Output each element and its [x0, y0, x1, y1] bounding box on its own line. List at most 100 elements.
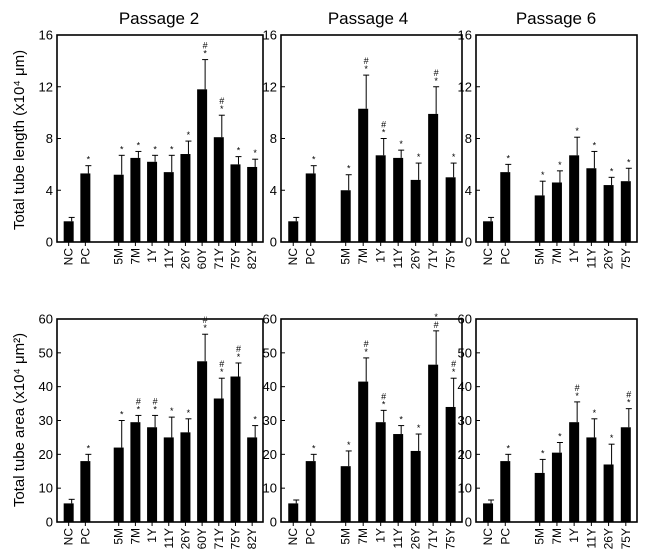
y-tick-label: 0 — [270, 515, 277, 530]
x-tick-label: 26Y — [409, 248, 423, 269]
bar — [445, 406, 456, 522]
x-tick-label: NC — [286, 248, 300, 266]
hash-marker: # — [203, 315, 208, 325]
bar — [500, 461, 511, 522]
x-tick-label: 60Y — [195, 248, 209, 269]
asterisk-marker: * — [417, 423, 421, 433]
x-tick-label: 60Y — [195, 528, 209, 549]
asterisk-marker: * — [347, 440, 351, 450]
bar — [428, 364, 439, 522]
x-tick-label: PC — [304, 528, 318, 545]
bar — [358, 108, 369, 243]
x-tick-label: 5M — [112, 528, 126, 545]
bar — [620, 427, 631, 522]
y-tick-label: 4 — [465, 183, 472, 198]
bar — [483, 503, 494, 522]
x-tick-label: NC — [62, 248, 76, 266]
x-tick-label: 26Y — [602, 528, 616, 549]
x-tick-label: 7M — [550, 528, 564, 545]
y-tick-label: 0 — [270, 235, 277, 250]
asterisk-marker: * — [593, 408, 597, 418]
x-tick-label: 1Y — [145, 528, 159, 543]
bar — [63, 503, 74, 522]
asterisk-marker: * — [203, 323, 207, 333]
bar — [569, 155, 580, 242]
bar — [80, 461, 91, 522]
asterisk-marker: * — [364, 64, 368, 74]
x-tick-label: 1Y — [567, 248, 581, 263]
x-tick-label: 71Y — [212, 248, 226, 269]
bar — [147, 161, 158, 242]
asterisk-marker: * — [558, 160, 562, 170]
y-tick-label: 30 — [263, 413, 277, 428]
asterisk-marker: * — [253, 415, 257, 425]
bar — [445, 177, 456, 242]
x-tick-label: 71Y — [426, 248, 440, 269]
bar — [410, 179, 421, 242]
asterisk-marker: * — [399, 139, 403, 149]
y-tick-label: 0 — [46, 235, 53, 250]
asterisk-marker: * — [187, 408, 191, 418]
x-tick-label: 5M — [533, 248, 547, 265]
y-tick-label: 30 — [39, 413, 53, 428]
y-tick-label: 60 — [39, 312, 53, 327]
hash-marker: # — [203, 41, 208, 51]
asterisk-marker: * — [434, 76, 438, 86]
column-title-passage-6: Passage 6 — [516, 9, 596, 28]
asterisk-marker: * — [153, 144, 157, 154]
asterisk-marker: * — [170, 144, 174, 154]
asterisk-marker: * — [575, 391, 579, 401]
x-tick-label: 75Y — [619, 248, 633, 269]
y-tick-label: 16 — [263, 28, 277, 43]
hash-marker: # — [451, 359, 456, 369]
x-tick-label: 71Y — [426, 528, 440, 549]
bar — [569, 422, 580, 522]
x-tick-label: 26Y — [178, 248, 192, 269]
bar — [197, 361, 208, 522]
bar — [428, 113, 439, 242]
asterisk-marker: * — [312, 155, 316, 165]
x-tick-label: PC — [78, 248, 92, 265]
bar — [603, 185, 614, 242]
x-tick-label: 71Y — [212, 528, 226, 549]
asterisk-marker: * — [87, 443, 91, 453]
x-tick-label: 11Y — [584, 248, 598, 268]
y-tick-label: 50 — [458, 345, 472, 360]
bar — [288, 503, 299, 522]
y-tick-label: 10 — [458, 481, 472, 496]
asterisk-marker: * — [382, 128, 386, 138]
chart-panel-3: 0 4 8 12 16 NC PC * 5M * 7M * 1Y * 11Y * 26Y * 75Y * — [458, 28, 638, 269]
bar — [180, 432, 191, 522]
bar — [113, 174, 124, 242]
asterisk-marker: * — [382, 399, 386, 409]
bar — [534, 195, 545, 242]
x-tick-label: 26Y — [602, 248, 616, 269]
y-tick-label: 8 — [46, 131, 53, 146]
asterisk-marker: * — [593, 140, 597, 150]
x-tick-label: 26Y — [409, 528, 423, 549]
y-tick-label: 12 — [458, 79, 472, 94]
y-tick-label: 60 — [263, 312, 277, 327]
x-tick-label: 75Y — [444, 528, 458, 549]
hash-marker: # — [364, 339, 369, 349]
bar — [130, 157, 141, 242]
bar — [147, 427, 158, 522]
asterisk-marker: * — [417, 152, 421, 162]
y-tick-label: 50 — [263, 345, 277, 360]
bar — [551, 182, 562, 242]
y-tick-label: 10 — [263, 481, 277, 496]
hash-marker: # — [434, 68, 439, 78]
bar — [483, 221, 494, 242]
hash-marker: # — [434, 320, 439, 330]
asterisk-marker: * — [507, 153, 511, 163]
x-tick-label: 75Y — [619, 528, 633, 549]
asterisk-marker: * — [507, 443, 511, 453]
y-tick-label: 40 — [39, 379, 53, 394]
x-tick-label: NC — [286, 528, 300, 546]
y-tick-label: 16 — [458, 28, 472, 43]
